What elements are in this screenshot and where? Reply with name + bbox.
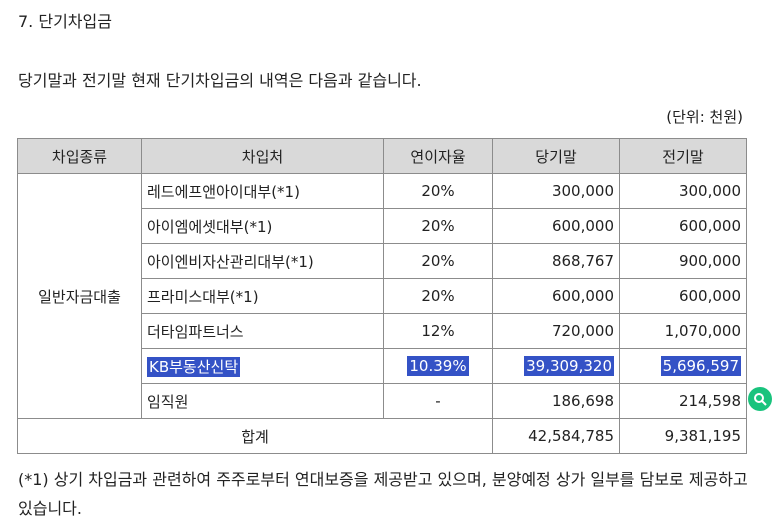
rate-cell: 20% (383, 173, 493, 209)
prior-cell: 214,598 (619, 383, 747, 419)
prior-cell: 5,696,597 (619, 348, 747, 384)
current-cell: 868,767 (492, 243, 620, 279)
lender-cell: 레드에프앤아이대부(*1) (141, 173, 384, 209)
intro-text: 당기말과 전기말 현재 단기차입금의 내역은 다음과 같습니다. (18, 71, 422, 90)
total-current: 42,584,785 (492, 418, 620, 454)
prior-cell: 600,000 (619, 208, 747, 244)
header-lender: 차입처 (141, 138, 384, 174)
header-interest-rate: 연이자율 (383, 138, 493, 174)
borrowings-table: 차입종류 차입처 연이자율 당기말 전기말 일반자금대출 레드에프앤아이대부(*… (17, 138, 747, 454)
current-cell: 300,000 (492, 173, 620, 209)
lender-cell: 임직원 (141, 383, 384, 419)
selected-text[interactable]: 10.39% (407, 356, 469, 376)
total-label: 합계 (17, 418, 493, 454)
prior-cell: 600,000 (619, 278, 747, 314)
header-current-period: 당기말 (492, 138, 620, 174)
rate-cell: - (383, 383, 493, 419)
prior-cell: 1,070,000 (619, 313, 747, 349)
selected-text[interactable]: 39,309,320 (524, 356, 614, 376)
table-row: 더타임파트너스 12% 720,000 1,070,000 (18, 313, 747, 349)
section-title: 7. 단기차입금 (18, 12, 112, 31)
lender-cell: 아이엔비자산관리대부(*1) (141, 243, 384, 279)
table-row: 임직원 - 186,698 214,598 (18, 383, 747, 419)
current-cell: 600,000 (492, 208, 620, 244)
rate-cell: 10.39% (383, 348, 493, 384)
header-loan-type: 차입종류 (17, 138, 142, 174)
footnote: (*1) 상기 차입금과 관련하여 주주로부터 연대보증을 제공받고 있으며, … (18, 470, 748, 518)
prior-cell: 300,000 (619, 173, 747, 209)
lender-cell: KB부동산신탁 (141, 348, 384, 384)
unit-label: (단위: 천원) (666, 108, 743, 126)
lender-cell: 프라미스대부(*1) (141, 278, 384, 314)
current-cell: 186,698 (492, 383, 620, 419)
lender-cell: 아이엠에셋대부(*1) (141, 208, 384, 244)
rate-cell: 20% (383, 278, 493, 314)
prior-cell: 900,000 (619, 243, 747, 279)
table-row: 아이엔비자산관리대부(*1) 20% 868,767 900,000 (18, 243, 747, 279)
table-row-highlighted: KB부동산신탁 10.39% 39,309,320 5,696,597 (18, 348, 747, 384)
selected-text[interactable]: KB부동산신탁 (147, 356, 241, 377)
lender-cell: 더타임파트너스 (141, 313, 384, 349)
rate-cell: 20% (383, 208, 493, 244)
total-prior: 9,381,195 (619, 418, 747, 454)
total-row: 합계 42,584,785 9,381,195 (17, 418, 747, 454)
loan-type-cell: 일반자금대출 (17, 173, 142, 419)
current-cell: 39,309,320 (492, 348, 620, 384)
table-header-row: 차입종류 차입처 연이자율 당기말 전기말 (17, 138, 747, 174)
rate-cell: 12% (383, 313, 493, 349)
header-prior-period: 전기말 (619, 138, 747, 174)
floating-search-button[interactable] (748, 387, 772, 411)
table-row: 프라미스대부(*1) 20% 600,000 600,000 (18, 278, 747, 314)
search-icon (754, 393, 767, 406)
table-row: 아이엠에셋대부(*1) 20% 600,000 600,000 (18, 208, 747, 244)
current-cell: 600,000 (492, 278, 620, 314)
current-cell: 720,000 (492, 313, 620, 349)
rate-cell: 20% (383, 243, 493, 279)
table-row: 일반자금대출 레드에프앤아이대부(*1) 20% 300,000 300,000 (17, 173, 747, 419)
selected-text[interactable]: 5,696,597 (660, 356, 741, 376)
